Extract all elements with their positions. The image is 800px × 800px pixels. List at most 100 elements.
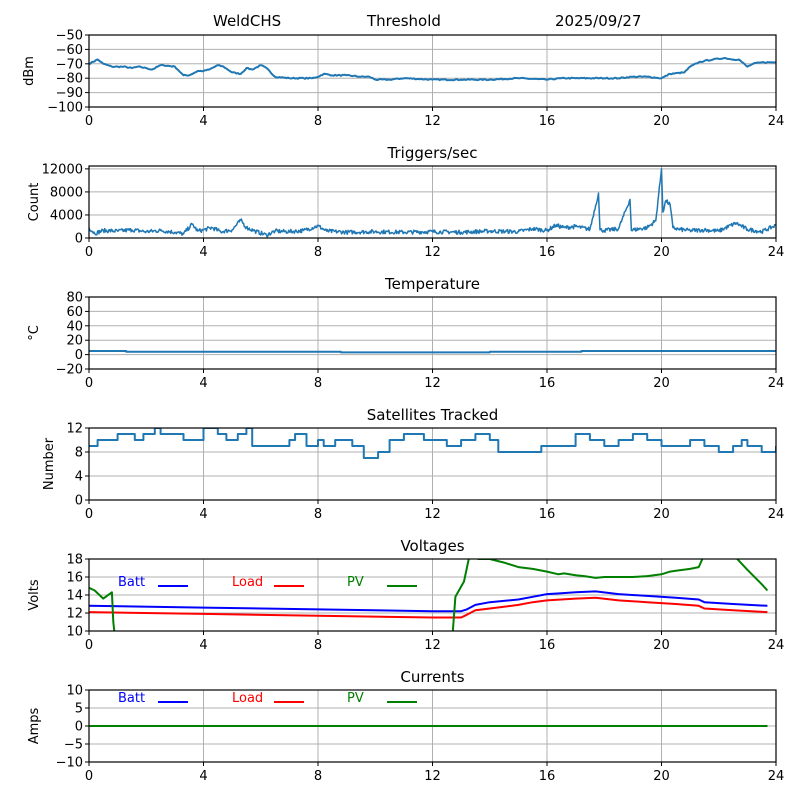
y-tick-label: 12000 xyxy=(42,162,83,177)
y-axis-label: Number xyxy=(42,437,57,490)
series-group xyxy=(89,57,776,82)
series-group xyxy=(89,428,776,459)
x-tick-label: 0 xyxy=(85,769,93,784)
x-tick-label: 20 xyxy=(653,245,670,260)
y-tick-label: 8 xyxy=(75,446,83,461)
subplot-title: Currents xyxy=(400,668,464,686)
legend-label-load: Load xyxy=(232,691,263,706)
legend-label-pv: PV xyxy=(347,691,364,706)
y-tick-label: 5 xyxy=(75,702,83,717)
y-tick-label: 12 xyxy=(66,607,83,622)
y-tick-label: 60 xyxy=(66,305,83,320)
report-date: 2025/09/27 xyxy=(555,12,642,30)
station-name: WeldCHS xyxy=(213,12,282,30)
x-tick-label: 0 xyxy=(85,114,93,129)
y-tick-label: 10 xyxy=(66,625,83,640)
x-tick-label: 12 xyxy=(424,376,441,391)
series-group xyxy=(89,350,776,354)
x-tick-label: 16 xyxy=(539,114,556,129)
x-tick-label: 24 xyxy=(768,376,785,391)
x-tick-label: 8 xyxy=(314,769,322,784)
y-axis-label: Amps xyxy=(27,707,42,744)
x-tick-label: 12 xyxy=(424,769,441,784)
y-tick-label: −70 xyxy=(56,57,83,72)
x-tick-label: 24 xyxy=(768,769,785,784)
y-axis-label: °C xyxy=(27,325,42,341)
series-line-pv xyxy=(89,559,769,631)
x-tick-label: 16 xyxy=(539,638,556,653)
trigger-mode: Threshold xyxy=(367,12,441,30)
y-tick-label: 4 xyxy=(75,470,83,485)
y-tick-label: 18 xyxy=(66,553,83,568)
y-axis-label: Volts xyxy=(27,579,42,611)
x-tick-label: 16 xyxy=(539,245,556,260)
y-tick-label: −90 xyxy=(56,86,83,101)
x-tick-label: 12 xyxy=(424,114,441,129)
y-tick-label: 14 xyxy=(66,589,83,604)
legend-label-pv: PV xyxy=(347,575,364,590)
x-tick-label: 16 xyxy=(539,507,556,522)
x-tick-label: 4 xyxy=(199,769,207,784)
x-tick-label: 20 xyxy=(653,376,670,391)
series-group xyxy=(89,168,776,238)
x-tick-label: 24 xyxy=(768,638,785,653)
y-tick-label: 0 xyxy=(75,720,83,735)
x-tick-label: 4 xyxy=(199,114,207,129)
y-tick-label: −5 xyxy=(64,738,83,753)
y-tick-label: 4000 xyxy=(50,208,83,223)
series-line-satellites xyxy=(89,428,776,459)
x-tick-label: 8 xyxy=(314,376,322,391)
x-tick-label: 0 xyxy=(85,245,93,260)
legend-label-load: Load xyxy=(232,575,263,590)
legend-label-batt: Batt xyxy=(118,575,145,590)
series-line-temperature xyxy=(89,350,776,354)
subplot-noise: 0 4 8 12 16 20 24 −100−90−80−70−60−50 dBm xyxy=(22,29,784,130)
x-tick-label: 24 xyxy=(768,245,785,260)
y-axis-label: dBm xyxy=(22,56,37,86)
x-tick-label: 20 xyxy=(653,507,670,522)
x-tick-label: 4 xyxy=(199,507,207,522)
y-tick-label: 10 xyxy=(66,684,83,699)
x-tick-label: 0 xyxy=(85,507,93,522)
y-tick-label: −20 xyxy=(56,363,83,378)
y-tick-label: 0 xyxy=(75,348,83,363)
x-tick-label: 16 xyxy=(539,769,556,784)
y-tick-label: −50 xyxy=(56,29,83,44)
x-tick-label: 8 xyxy=(314,245,322,260)
x-tick-label: 12 xyxy=(424,245,441,260)
y-tick-label: 20 xyxy=(66,334,83,349)
x-tick-label: 20 xyxy=(653,114,670,129)
series-line-count xyxy=(89,168,776,238)
y-tick-label: 40 xyxy=(66,319,83,334)
x-tick-label: 8 xyxy=(314,507,322,522)
x-tick-label: 24 xyxy=(768,507,785,522)
x-tick-label: 4 xyxy=(199,245,207,260)
x-tick-label: 24 xyxy=(768,114,785,129)
figure-header: WeldCHS Threshold 2025/09/27 xyxy=(0,10,800,32)
y-tick-label: 12 xyxy=(66,422,83,437)
x-tick-label: 16 xyxy=(539,376,556,391)
subplot-triggers: 0 4 8 12 16 20 24 0 4000 8000 12000 Triggers/sec Cou… xyxy=(27,144,784,260)
x-tick-label: 0 xyxy=(85,638,93,653)
series-line-load xyxy=(89,596,768,619)
x-tick-label: 20 xyxy=(653,638,670,653)
x-tick-label: 8 xyxy=(314,638,322,653)
x-tick-label: 4 xyxy=(199,376,207,391)
subplot-title: Triggers/sec xyxy=(387,144,478,162)
subplot-voltages: 0 4 8 12 16 20 24 10 12 14 16 18 Voltages Volts Batt Lo… xyxy=(27,537,784,653)
series-line-dbm xyxy=(89,57,776,82)
y-tick-label: −10 xyxy=(56,756,83,771)
subplot-currents: 0 4 8 12 16 20 24 −10 −5 0 5 10 Currents Amps Batt Load… xyxy=(27,668,784,784)
x-tick-label: 4 xyxy=(199,638,207,653)
y-tick-label: −60 xyxy=(56,43,83,58)
series-group xyxy=(89,559,769,631)
y-tick-label: −80 xyxy=(56,72,83,87)
y-tick-label: 8000 xyxy=(50,185,83,200)
subplot-satellites: 0 4 8 12 16 20 24 0 4 8 12 Satellites Tracked Number xyxy=(42,406,784,522)
x-tick-label: 12 xyxy=(424,507,441,522)
y-tick-label: −100 xyxy=(47,101,83,116)
x-tick-label: 8 xyxy=(314,114,322,129)
x-tick-label: 20 xyxy=(653,769,670,784)
